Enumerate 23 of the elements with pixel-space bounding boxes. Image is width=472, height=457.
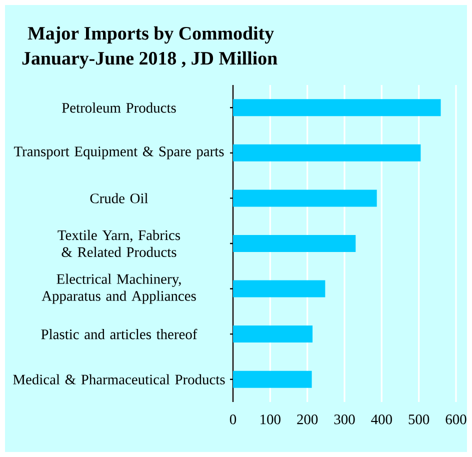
bar: [233, 190, 377, 207]
y-tick-label: Textile Yarn, Fabrics & Related Products: [58, 230, 180, 258]
x-tick-label: 0: [230, 414, 236, 424]
x-tick-label: 300: [334, 414, 355, 424]
y-tick-label: Electrical Machinery, Apparatus and Appliances: [42, 274, 196, 304]
x-tick-label: 200: [297, 414, 318, 424]
y-tick-label: Medical & Pharmaceutical Products: [13, 374, 225, 384]
x-tick-label: 600: [446, 414, 466, 424]
chart-subtitle: January-June 2018 , JD Million: [22, 51, 278, 69]
chart-title: Major Imports by Commodity: [28, 26, 274, 44]
x-tick-label: 100: [260, 414, 280, 424]
y-tick-label: Petroleum Products: [62, 102, 176, 113]
x-tick-label: 400: [371, 414, 392, 424]
bar: [233, 370, 312, 388]
y-tick-label: Crude Oil: [90, 193, 148, 204]
bar: [233, 144, 421, 162]
bar: [233, 234, 356, 252]
y-tick-label: Plastic and articles thereof: [41, 328, 198, 340]
y-tick-label: Transport Equipment & Spare parts: [14, 146, 224, 160]
x-tick-label: 500: [408, 414, 430, 424]
bar: [233, 99, 441, 116]
bar: [233, 326, 313, 343]
bar: [233, 280, 326, 298]
